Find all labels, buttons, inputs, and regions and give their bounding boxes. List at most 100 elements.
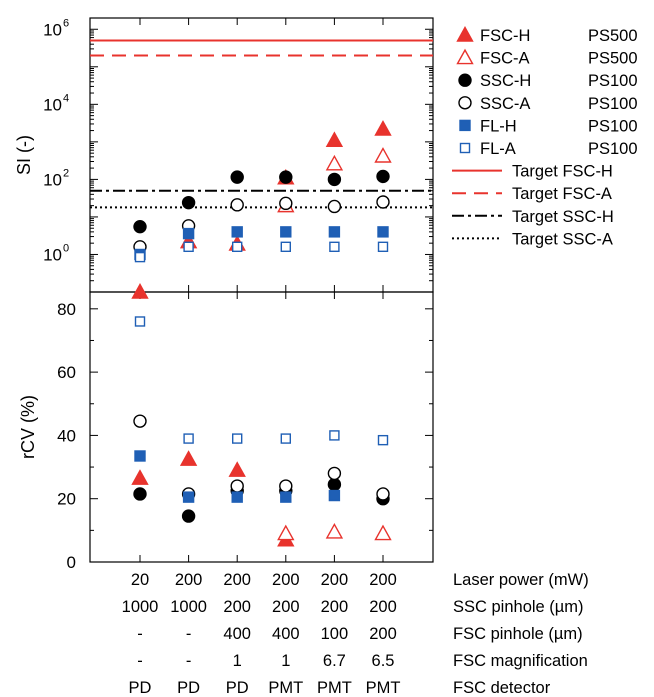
table-cell: -	[137, 625, 143, 643]
rcv-point-square-open	[183, 433, 194, 444]
table-cell: 200	[369, 625, 397, 643]
tick-exponent: 0	[63, 242, 69, 254]
table-cell: 6.5	[372, 652, 395, 670]
table-cell: -	[186, 652, 192, 670]
rcv-point-circle-filled	[181, 509, 196, 523]
table-cell: 200	[369, 571, 397, 589]
y-axis-label-si: SI (-)	[14, 135, 34, 175]
y-tick-label: 20	[57, 490, 76, 509]
legend-label-sample: PS500	[588, 50, 638, 68]
si-point-circle-filled	[181, 195, 196, 210]
table-cell: 200	[321, 571, 349, 589]
si-point-square-filled	[377, 226, 389, 238]
conditions-table: 20 200 200 200 200 200 Laser power (mW) 1000 100…	[122, 571, 589, 697]
table-cell: 100	[321, 625, 349, 643]
legend-item: FL-A PS100	[459, 140, 638, 158]
rcv-point-circle-open	[133, 414, 147, 428]
legend-label: SSC-H	[480, 72, 531, 90]
legend-item: Target SSC-A	[452, 230, 613, 248]
si-point-triangle-open	[325, 154, 344, 171]
table-cell: PD	[177, 679, 200, 697]
legend-item: SSC-A PS100	[458, 95, 638, 113]
legend-item: Target FSC-H	[452, 163, 613, 181]
si-point-circle-open	[376, 195, 390, 209]
table-cell: 400	[223, 625, 251, 643]
table-row-label: Laser power (mW)	[453, 571, 589, 589]
legend-item: FSC-A PS500	[456, 48, 638, 68]
legend-marker-circle-filled	[458, 73, 472, 87]
tick-exponent: 6	[63, 17, 69, 29]
si-point-square-filled	[182, 227, 195, 240]
legend-item: SSC-H PS100	[458, 72, 638, 90]
legend-label: SSC-A	[480, 95, 530, 113]
legend-marker-triangle-filled	[456, 26, 474, 42]
si-point-square-open	[280, 241, 291, 253]
legend-label-sample: PS100	[588, 72, 638, 90]
tick-exponent: 4	[63, 92, 69, 104]
rcv-point-triangle-filled	[179, 450, 198, 466]
table-row-label: FSC pinhole (µm)	[453, 625, 583, 643]
si-point-square-open	[183, 241, 194, 253]
rcv-point-square-open	[280, 433, 291, 444]
legend-label: FSC-A	[480, 50, 530, 68]
table-cell: PD	[129, 679, 152, 697]
table-cell: 1000	[122, 598, 159, 616]
rcv-point-square-open	[134, 316, 146, 327]
tick-base: 10	[43, 170, 62, 189]
si-point-square-open	[134, 251, 146, 263]
rcv-panel-frame	[89, 291, 434, 563]
si-point-circle-open	[327, 199, 342, 214]
table-row: 1000 1000 200 200 200 200 SSC pinhole (µm)	[122, 598, 584, 616]
rcv-point-square-filled	[231, 491, 243, 503]
si-point-square-filled	[328, 226, 341, 238]
legend-label: FL-H	[480, 117, 517, 135]
si-point-circle-filled	[133, 219, 147, 234]
legend: FSC-H PS500 FSC-A PS500 SSC-H PS100 SSC-A PS100…	[452, 26, 638, 248]
table-cell: 1000	[170, 598, 207, 616]
tick-base: 10	[43, 20, 62, 39]
rcv-point-square-open	[231, 433, 243, 444]
legend-label-sample: PS100	[588, 117, 638, 135]
rcv-point-square-filled	[134, 450, 146, 462]
legend-marker-triangle-open	[456, 48, 474, 65]
table-cell: 200	[272, 598, 300, 616]
tick-base: 10	[43, 245, 62, 264]
rcv-point-circle-open	[327, 466, 342, 481]
rcv-point-triangle-filled	[228, 461, 246, 477]
rcv-point-square-filled	[328, 489, 341, 502]
si-point-circle-filled	[327, 172, 342, 187]
legend-label: Target FSC-A	[512, 185, 612, 203]
legend-label: Target SSC-H	[512, 208, 614, 226]
y-axis-label-rcv: rCV (%)	[18, 395, 38, 459]
table-row-label: FSC magnification	[453, 652, 588, 670]
table-cell: 200	[272, 571, 300, 589]
table-cell: 1	[233, 652, 242, 670]
rcv-point-circle-open	[230, 479, 244, 493]
table-cell: 20	[131, 571, 149, 589]
y-tick-label: 10 2	[43, 167, 69, 189]
legend-label-sample: PS500	[588, 27, 638, 45]
table-row-label: SSC pinhole (µm)	[453, 598, 584, 616]
legend-label-sample: PS100	[588, 140, 638, 158]
y-tick-label: 40	[57, 426, 76, 445]
si-point-circle-open	[279, 196, 293, 211]
si-point-triangle-filled	[374, 120, 392, 136]
si-point-square-filled	[280, 226, 292, 238]
legend-item: FL-H PS100	[459, 117, 638, 135]
legend-label: FL-A	[480, 140, 516, 158]
y-tick-label: 0	[67, 553, 76, 572]
table-row: - - 1 1 6.7 6.5 FSC magnification	[137, 652, 588, 670]
rcv-point-circle-filled	[327, 477, 342, 492]
table-row: 20 200 200 200 200 200 Laser power (mW)	[131, 571, 589, 589]
table-cell: 200	[175, 571, 203, 589]
y-tick-label: 10 0	[43, 242, 69, 264]
table-cell: 400	[272, 625, 300, 643]
table-cell: 6.7	[323, 652, 346, 670]
table-cell: -	[186, 625, 192, 643]
table-cell: 200	[321, 598, 349, 616]
legend-label: Target FSC-H	[512, 163, 613, 181]
legend-marker-square-filled	[459, 119, 471, 132]
table-row: - - 400 400 100 200 FSC pinhole (µm)	[137, 625, 582, 643]
rcv-point-triangle-open	[325, 522, 344, 539]
